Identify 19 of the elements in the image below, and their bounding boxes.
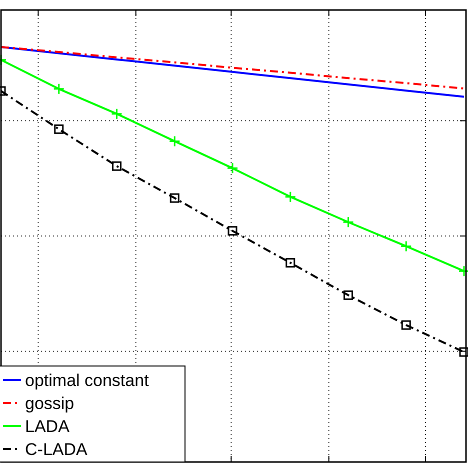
point bbox=[284, 191, 296, 203]
point bbox=[344, 290, 353, 300]
point bbox=[459, 347, 468, 357]
point bbox=[342, 216, 354, 228]
point bbox=[228, 226, 238, 236]
point bbox=[111, 108, 122, 120]
point bbox=[168, 135, 180, 147]
point bbox=[401, 320, 411, 330]
point bbox=[112, 161, 122, 171]
legend-label: C-LADA bbox=[25, 440, 88, 459]
legend-label: optimal constant bbox=[25, 371, 150, 390]
point bbox=[54, 124, 64, 134]
point bbox=[400, 240, 412, 252]
point bbox=[53, 83, 65, 95]
point bbox=[170, 193, 180, 203]
point bbox=[226, 162, 238, 174]
point bbox=[286, 258, 296, 268]
legend-label: LADA bbox=[25, 417, 70, 436]
legend-label: gossip bbox=[25, 394, 74, 413]
